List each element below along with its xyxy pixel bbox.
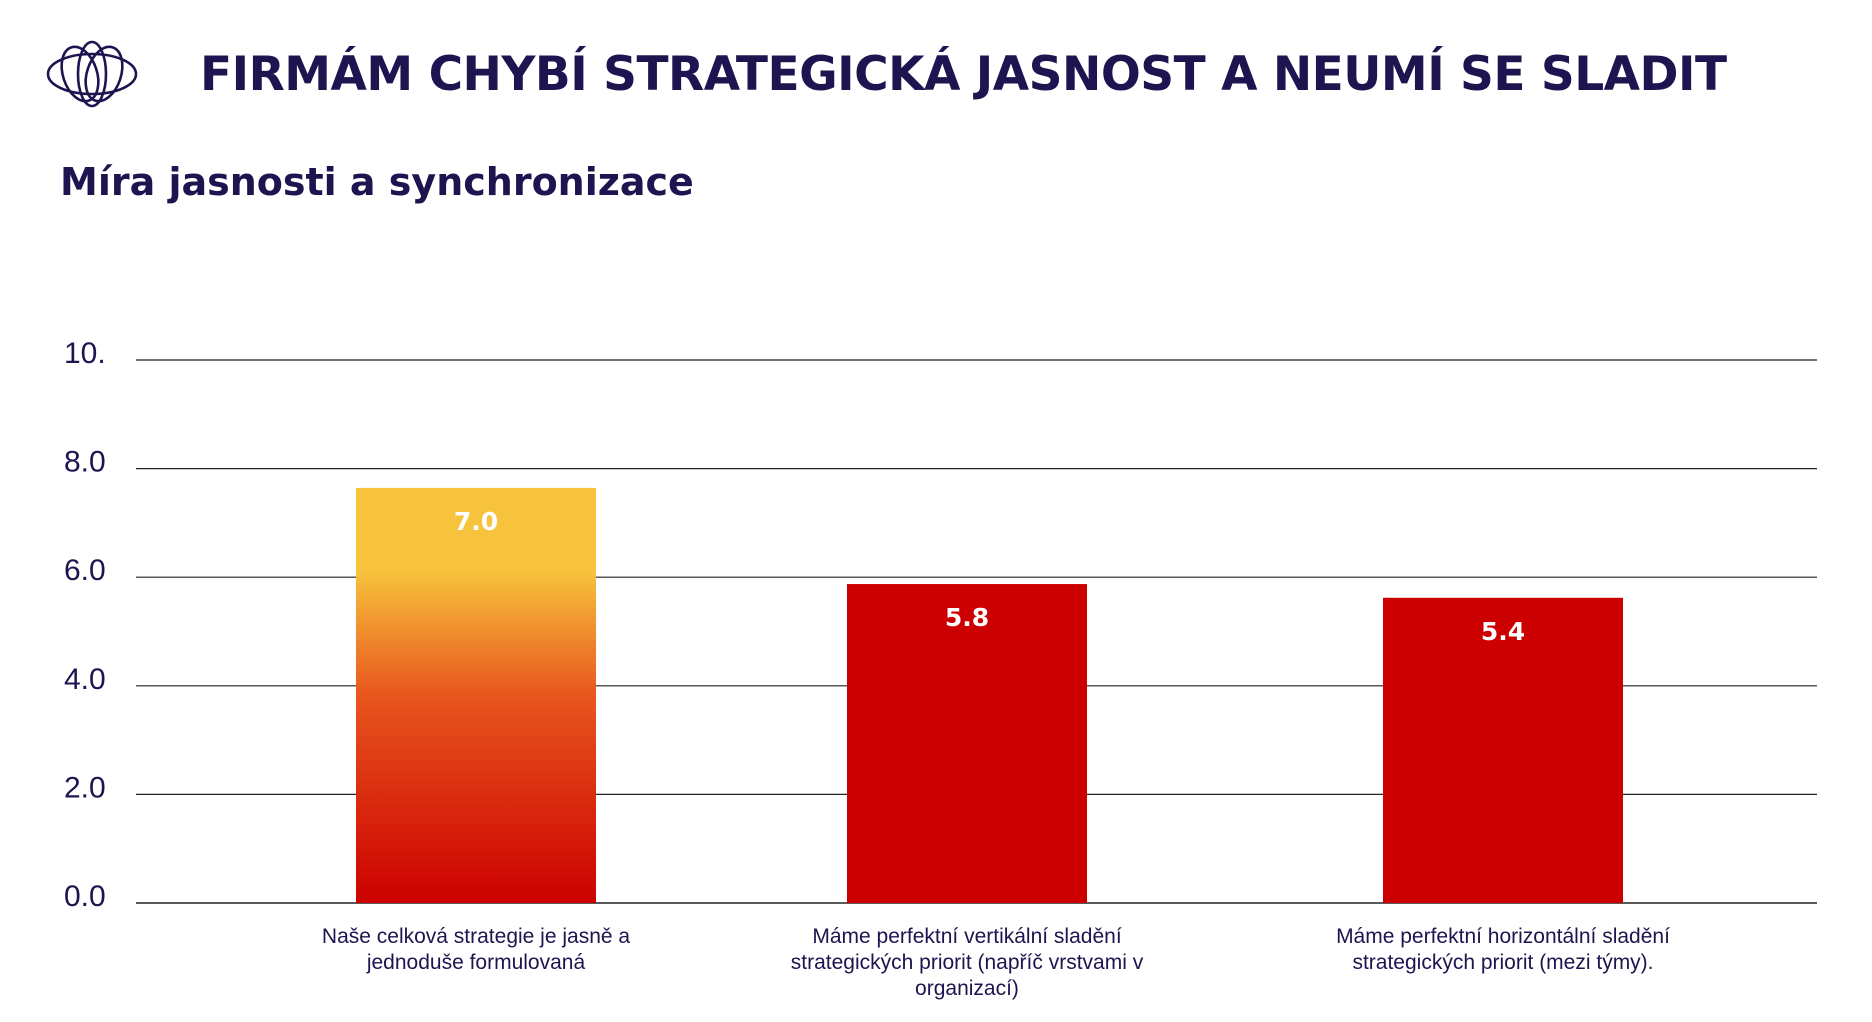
y-tick-label: 2.0 — [64, 771, 106, 804]
y-tick-label: 0.0 — [64, 880, 106, 913]
page-header: FIRMÁM CHYBÍ STRATEGICKÁ JASNOST A NEUMÍ… — [44, 24, 1727, 124]
intertwined-rings-logo-icon — [46, 40, 138, 108]
x-tick-label: Máme perfektní horizontální sladění strat… — [1336, 925, 1670, 974]
bar-value-label: 5.8 — [945, 603, 989, 632]
bar-value-label: 5.4 — [1481, 617, 1525, 646]
y-tick-label: 6.0 — [64, 554, 106, 587]
y-tick-label: 8.0 — [64, 446, 106, 479]
page-title: FIRMÁM CHYBÍ STRATEGICKÁ JASNOST A NEUMÍ… — [200, 46, 1727, 102]
bar — [356, 487, 596, 903]
bar — [847, 584, 1087, 903]
x-tick-label: Naše celková strategie je jasně a jednodu… — [322, 925, 630, 974]
y-tick-label: 10. — [64, 337, 106, 370]
x-tick-label: Máme perfektní vertikální sladění strateg… — [791, 925, 1144, 1000]
y-tick-label: 4.0 — [64, 663, 106, 696]
chart-title: Míra jasnosti a synchronizace — [60, 160, 694, 204]
bar-value-label: 7.0 — [454, 507, 498, 536]
bar — [1383, 597, 1623, 903]
